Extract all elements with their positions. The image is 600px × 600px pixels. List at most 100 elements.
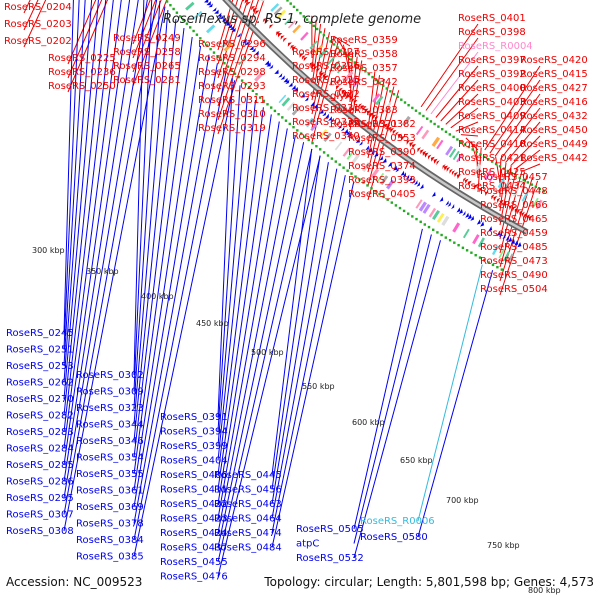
- cog-band-inner: [346, 150, 355, 160]
- reverse-gene-arrow: [467, 214, 472, 220]
- reverse-gene-arrow: [355, 138, 360, 143]
- gene-label: RoseRS_0378: [76, 519, 144, 530]
- cog-band-inner: [223, 42, 233, 52]
- dot-outer: [289, 2, 292, 5]
- dot-outer: [302, 15, 305, 18]
- backbone-ring: [222, 0, 529, 235]
- gene-label-line: [499, 171, 523, 254]
- cog-band-inner: [193, 10, 203, 19]
- backbone-inner: [224, 0, 528, 234]
- gene-label: RoseRS_0302: [76, 370, 144, 381]
- forward-gene-arrow: [313, 66, 318, 71]
- cog-band-outer: [284, 16, 293, 26]
- dot-outer: [389, 90, 392, 93]
- forward-gene-arrow: [379, 119, 384, 125]
- dot-outer: [312, 24, 315, 28]
- gene-label: RoseRS_0400: [458, 83, 526, 94]
- reverse-gene-arrow: [371, 149, 375, 155]
- cog-band-outer: [456, 152, 464, 163]
- cog-band-inner: [422, 203, 431, 214]
- gene-label: RoseRS_0459: [480, 228, 548, 239]
- forward-gene-arrow: [409, 142, 414, 147]
- cog-band-inner: [291, 106, 301, 116]
- gene-label-line: [353, 228, 423, 530]
- gene-label: RoseRS_0335: [292, 117, 360, 128]
- gene-label: RoseRS_0332: [292, 89, 360, 100]
- gene-label: RoseRS_0390: [348, 147, 416, 158]
- gene-label-line: [271, 148, 313, 476]
- gene-label: RoseRS_0398: [458, 27, 526, 38]
- cog-band-inner: [386, 179, 395, 190]
- gene-label-line: [271, 168, 338, 519]
- dot-outer: [526, 181, 529, 184]
- dot-inner: [299, 132, 303, 135]
- gene-label-line: [494, 93, 541, 157]
- gene-label: RoseRS_0355: [76, 469, 144, 480]
- cog-band-inner: [376, 172, 385, 183]
- forward-gene-arrow: [374, 116, 379, 121]
- dot-outer: [542, 190, 546, 193]
- dot-inner: [182, 18, 185, 22]
- gene-label: RoseRS_0294: [198, 53, 266, 64]
- dot-outer: [418, 112, 421, 115]
- forward-gene-arrow: [503, 201, 507, 207]
- dot-inner: [487, 261, 490, 264]
- forward-gene-arrow: [341, 90, 346, 95]
- gene-label: RoseRS_0411: [160, 485, 228, 496]
- cog-band-inner: [498, 248, 505, 259]
- gene-label-line: [484, 65, 541, 151]
- reverse-gene-arrow: [502, 234, 506, 240]
- gene-label: RoseRS_0420: [520, 55, 588, 66]
- reverse-gene-arrow: [319, 109, 324, 114]
- forward-gene-arrow: [497, 197, 501, 203]
- reverse-gene-arrow: [280, 75, 285, 80]
- reverse-gene-arrow: [204, 0, 209, 3]
- dot-outer: [309, 21, 312, 24]
- forward-gene-arrow: [390, 128, 394, 133]
- cog-band-outer: [260, 0, 265, 3]
- forward-gene-arrow: [351, 98, 356, 103]
- gene-label-line: [367, 82, 390, 173]
- forward-gene-arrow: [430, 156, 435, 162]
- forward-gene-arrow: [417, 147, 421, 153]
- dot-outer: [382, 84, 385, 87]
- dot-outer: [514, 174, 517, 177]
- gene-label: RoseRS_0284: [6, 444, 74, 455]
- gene-label: RoseRS_0309: [76, 387, 144, 398]
- reverse-gene-arrow: [400, 170, 405, 176]
- dot-outer: [296, 8, 299, 12]
- cog-band-inner: [503, 251, 510, 262]
- dot-inner: [237, 75, 240, 79]
- dot-inner: [390, 201, 393, 204]
- gene-label: RoseRS_0437: [160, 543, 228, 554]
- reverse-gene-arrow: [447, 201, 451, 207]
- dot-inner: [223, 62, 226, 65]
- gene-label-line: [133, 63, 218, 524]
- reverse-gene-arrow: [374, 152, 379, 157]
- forward-gene-arrow: [446, 166, 450, 172]
- gene-label-line: [271, 162, 329, 505]
- gene-label-line: [217, 128, 288, 519]
- forward-gene-arrow: [339, 87, 343, 93]
- forward-gene-arrow: [303, 56, 308, 62]
- dot-inner: [202, 40, 205, 44]
- gene-label-line: [217, 100, 256, 461]
- gene-label-line: [63, 0, 107, 416]
- gene-label: RoseRS_0374: [348, 161, 416, 172]
- gene-label-line: [455, 121, 479, 132]
- gene-label-line: [132, 0, 157, 59]
- gene-label: RoseRS_R0004: [458, 41, 533, 52]
- gene-label-line: [515, 149, 541, 170]
- gene-label-line: [347, 48, 351, 89]
- cog-band-inner: [462, 228, 470, 239]
- gene-label-line: [495, 156, 501, 184]
- dot-outer: [437, 125, 440, 128]
- gene-label: RoseRS_0225: [48, 53, 116, 64]
- tick-label: 300 kbp: [32, 246, 65, 255]
- gene-label: RoseRS_0340: [292, 131, 360, 142]
- gene-label: RoseRS_0450: [520, 125, 588, 136]
- gene-label-line: [133, 28, 185, 458]
- forward-gene-arrow: [366, 110, 371, 116]
- gene-label-line: [510, 135, 541, 167]
- gene-label-line: [271, 181, 355, 548]
